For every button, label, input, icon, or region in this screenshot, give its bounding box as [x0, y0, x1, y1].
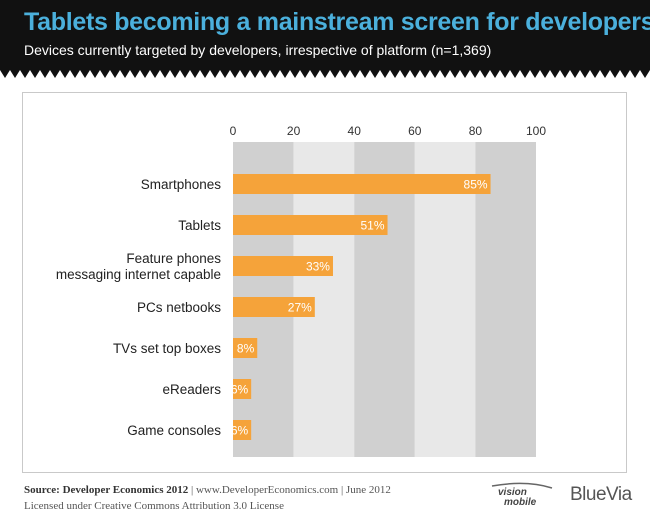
bar [233, 256, 333, 276]
bar-value-label: 33% [306, 260, 330, 274]
x-tick-label: 0 [230, 124, 237, 138]
bar-value-label: 51% [360, 219, 384, 233]
category-label: Tablets [178, 218, 221, 233]
bar-value-label: 85% [464, 178, 488, 192]
chart-frame: 0 20 40 60 80 100 85% Smartphones 51% Tablets 33% F… [22, 92, 627, 473]
bar-chart: 0 20 40 60 80 100 85% Smartphones 51% Tablets 33% F… [56, 124, 546, 457]
page-title: Tablets becoming a mainstream screen for… [24, 8, 650, 36]
category-label: eReaders [162, 382, 221, 397]
bar [233, 420, 252, 440]
bar-value-label: 27% [288, 301, 312, 315]
bar [233, 338, 258, 358]
bar-value-label: 6% [231, 383, 249, 397]
page-subtitle: Devices currently targeted by developers… [24, 42, 492, 58]
x-tick-label: 80 [469, 124, 483, 138]
x-tick-label: 40 [348, 124, 362, 138]
footer: Source: Developer Economics 2012 | www.D… [24, 482, 391, 514]
bluevia-logo: BlueVia [570, 484, 632, 505]
category-label: Feature phones [126, 251, 221, 266]
category-label: Game consoles [127, 423, 221, 438]
logo-vision-text: vision [498, 487, 527, 498]
bar-value-label: 6% [231, 424, 249, 438]
bar-value-label: 8% [237, 342, 255, 356]
logo-mobile-text: mobile [504, 497, 537, 508]
bar [233, 297, 315, 317]
category-label: PCs netbooks [137, 300, 221, 315]
bar [233, 379, 252, 399]
category-label: TVs set top boxes [113, 341, 221, 356]
header-banner: Tablets becoming a mainstream screen for… [0, 0, 650, 70]
grid-band [354, 142, 415, 457]
bar [233, 174, 491, 194]
x-tick-label: 60 [408, 124, 422, 138]
visionmobile-logo: vision mobile [491, 482, 553, 508]
license-text: Licensed under Creative Commons Attribut… [24, 500, 284, 512]
x-tick-label: 100 [526, 124, 546, 138]
source-details: | www.DeveloperEconomics.com | June 2012 [188, 484, 391, 496]
grid-band [475, 142, 536, 457]
grid-band [414, 142, 476, 457]
zigzag-path [0, 70, 650, 78]
source-label: Source: Developer Economics 2012 [24, 484, 189, 496]
bar [233, 215, 388, 235]
x-tick-label: 20 [287, 124, 301, 138]
category-label: messaging internet capable [56, 267, 221, 282]
category-label: Smartphones [141, 177, 222, 192]
zigzag-edge [0, 70, 650, 78]
